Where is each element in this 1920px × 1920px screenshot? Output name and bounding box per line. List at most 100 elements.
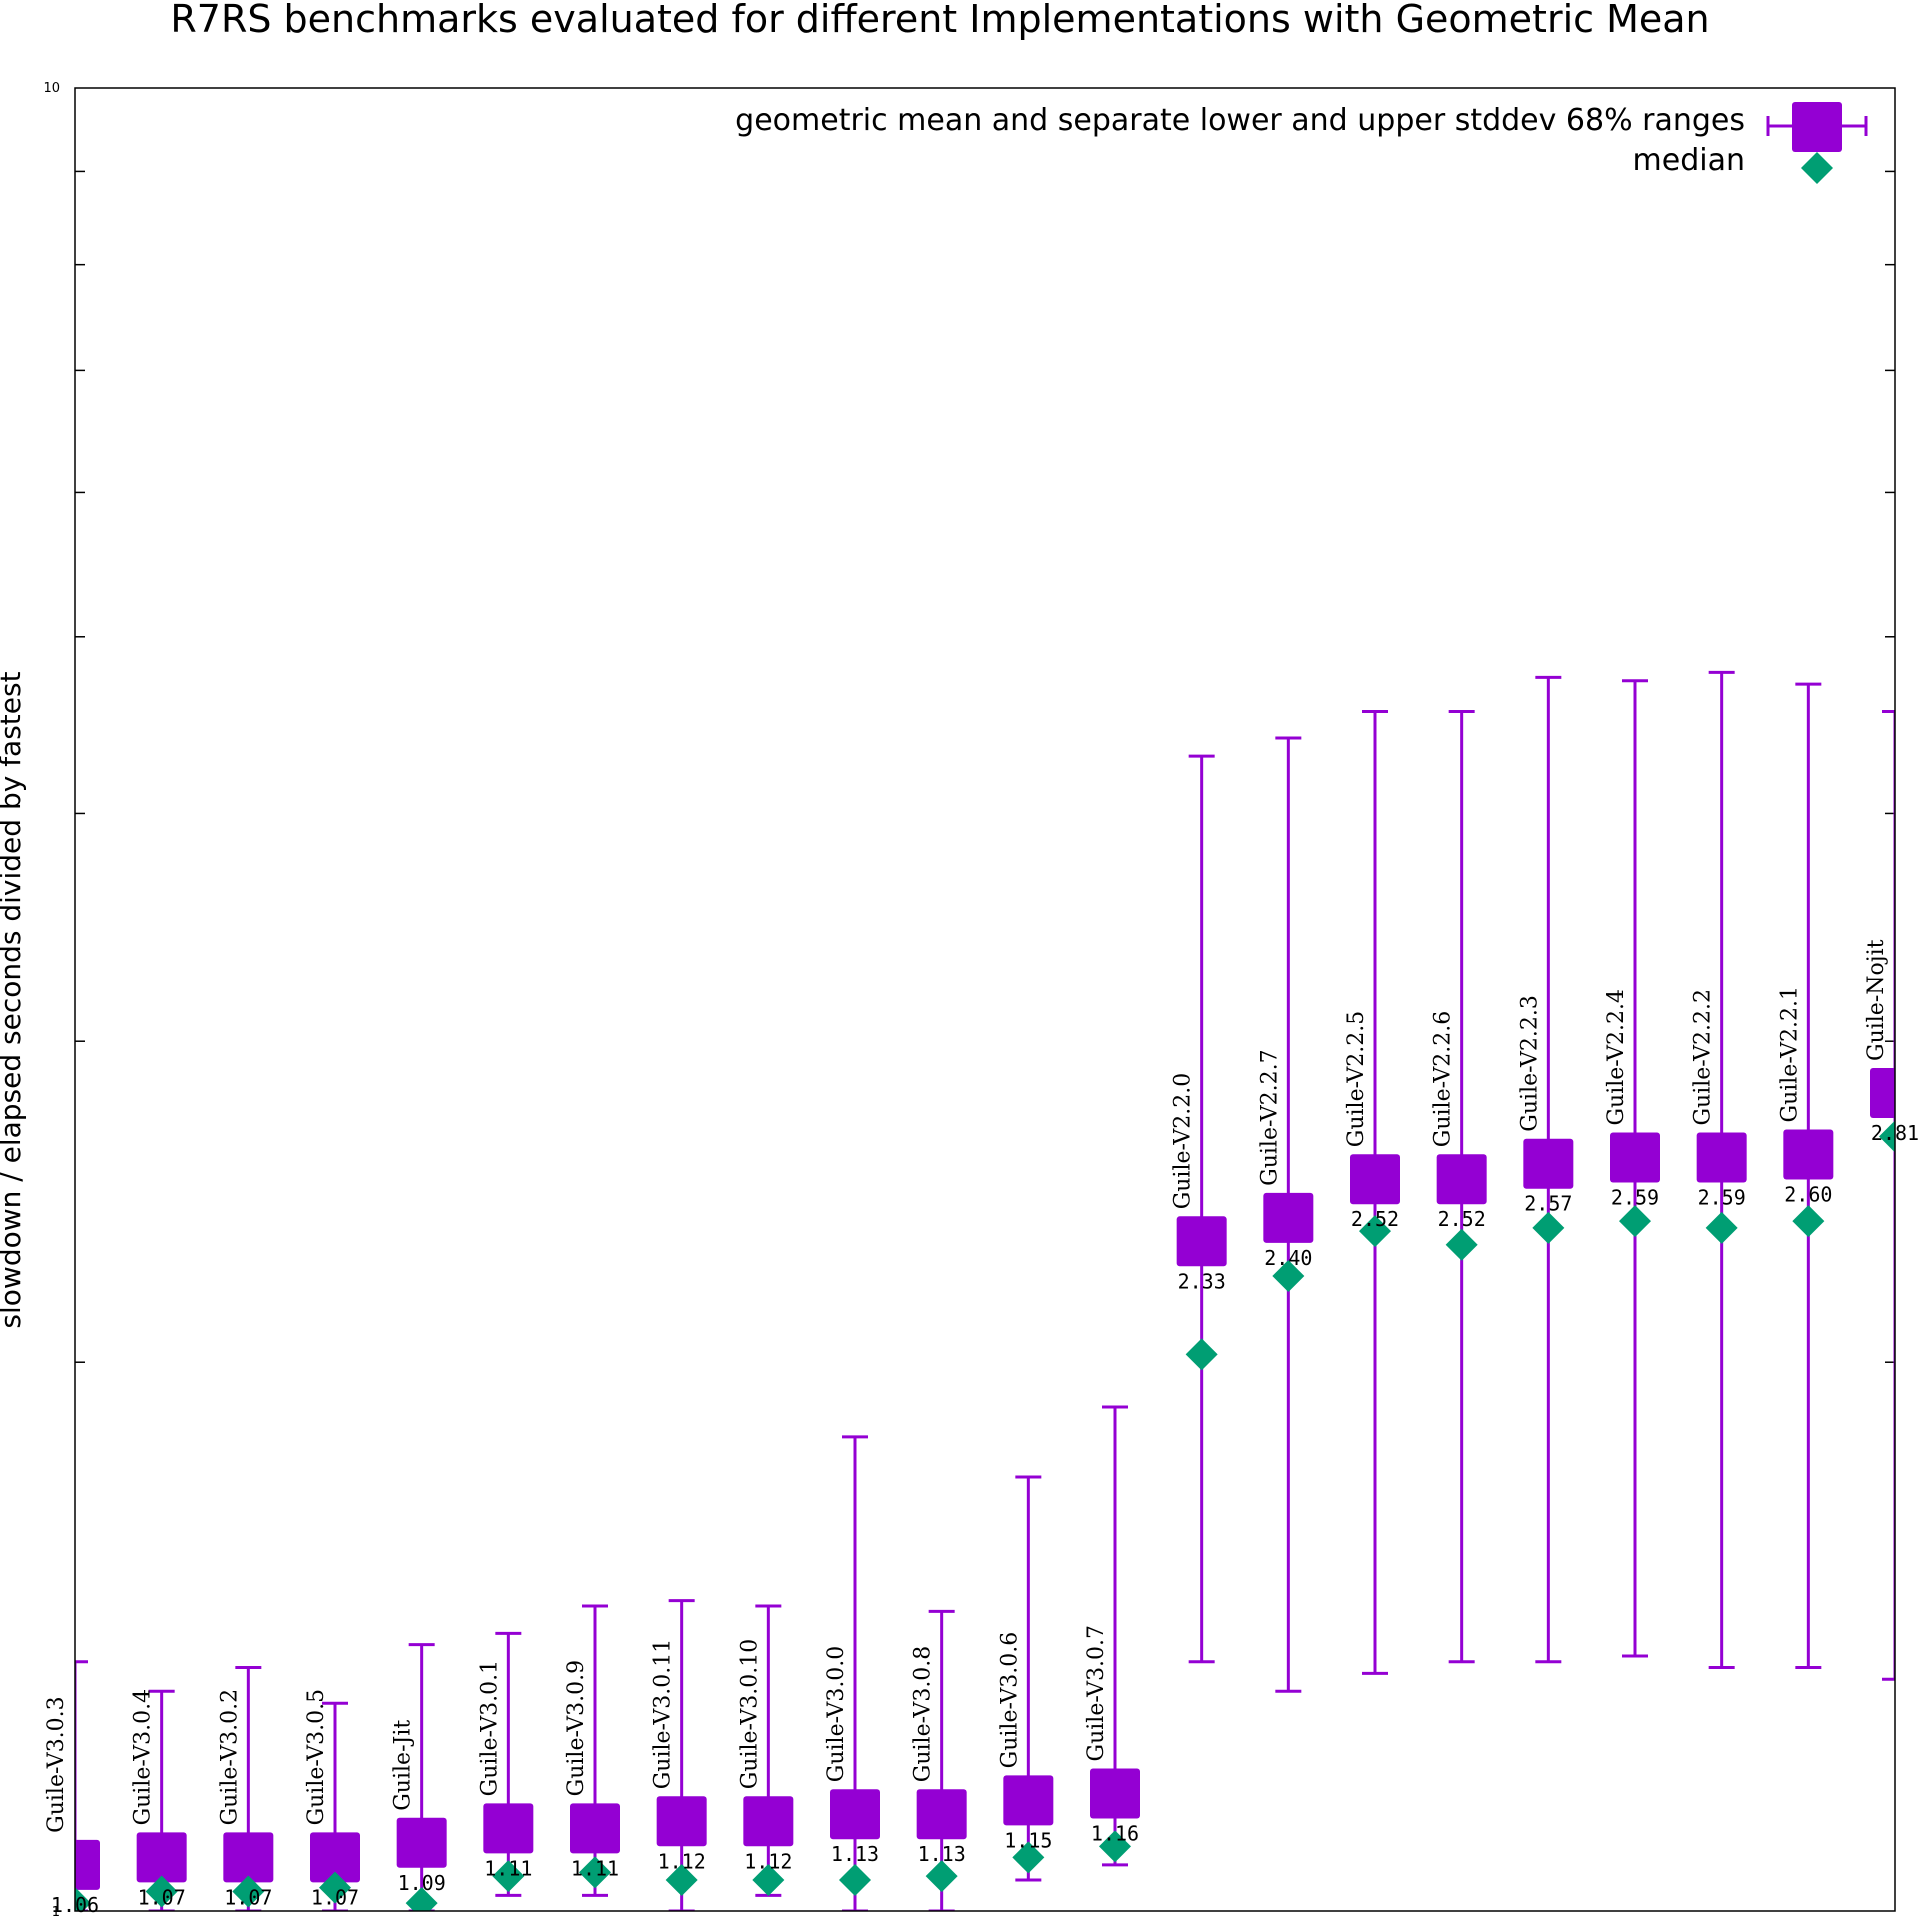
impl-label-Guile-V2.2.7: Guile-V2.2.7 [1257,1049,1282,1186]
impl-label-Guile-V3.0.6: Guile-V3.0.6 [997,1632,1022,1769]
legend-median-marker [1801,152,1833,184]
value-label-Guile-V3.0.2: 1.07 [224,1885,272,1909]
mean-marker-Guile-V3.0.7 [1090,1768,1140,1819]
mean-marker-Guile-V3.0.2 [223,1832,274,1883]
value-label-Guile-V2.2.6: 2.52 [1438,1207,1486,1231]
value-label-Guile-V3.0.10: 1.12 [744,1849,792,1873]
plot-area [75,670,1895,1911]
impl-label-Guile-V2.2.4: Guile-V2.2.4 [1604,989,1629,1126]
mean-marker-Guile-V3.0.11 [656,1796,707,1847]
impl-label-Guile-V2.2.1: Guile-V2.2.1 [1777,986,1802,1123]
mean-marker-Guile-V3.0.6 [1003,1775,1054,1826]
mean-marker-Guile-V3.0.0 [830,1789,880,1840]
y-axis-label: slowdown / elapsed seconds divided by fa… [0,671,27,1328]
median-marker-Guile-Nojit [1879,1120,1895,1153]
impl-label-Guile-V2.2.6: Guile-V2.2.6 [1431,1011,1456,1148]
value-label-Guile-V2.2.2: 2.59 [1698,1186,1746,1210]
median-marker-Guile-V3.0.10 [752,1863,785,1896]
mean-marker-Guile-V3.0.1 [483,1803,534,1854]
legend-mean-marker [1792,102,1842,152]
median-marker-Guile-V3.0.9 [579,1856,611,1889]
impl-label-Guile-V2.2.2: Guile-V2.2.2 [1691,989,1716,1126]
median-marker-Guile-V3.0.8 [925,1860,958,1893]
impl-label-Guile-Jit: Guile-Jit [391,1720,416,1811]
median-marker-Guile-V3.0.7 [1099,1830,1131,1863]
median-marker-Guile-V2.2.4 [1619,1205,1651,1238]
impl-label-Guile-V3.0.3: Guile-V3.0.3 [44,1696,69,1833]
value-label-Guile-V3.0.5: 1.07 [311,1885,359,1909]
mean-marker-Guile-V3.0.10 [743,1796,794,1847]
impl-label-Guile-Nojit: Guile-Nojit [1864,939,1889,1061]
value-label-Guile-V3.0.6: 1.15 [1004,1828,1052,1852]
value-label-Guile-V2.2.3: 2.57 [1524,1192,1572,1216]
median-marker-Guile-V3.0.0 [839,1863,871,1896]
value-label-Guile-V3.0.0: 1.13 [831,1842,879,1866]
value-label-Guile-V2.2.0: 2.33 [1178,1269,1226,1293]
chart-title: R7RS benchmarks evaluated for different … [170,0,1709,41]
plot-labels: Guile-V3.0.31.06Guile-V3.0.41.07Guile-V3… [44,939,1919,1916]
median-marker-Guile-V2.2.1 [1792,1205,1825,1238]
value-label-Guile-V2.2.4: 2.59 [1611,1186,1659,1210]
plot-frame [74,87,1896,1912]
impl-label-Guile-V3.0.0: Guile-V3.0.0 [824,1646,849,1783]
plot-series: Guile-V3.0.31.06Guile-V3.0.41.07Guile-V3… [44,670,1919,1917]
mean-marker-Guile-V2.2.6 [1436,1154,1487,1205]
value-label-Guile-V2.2.7: 2.40 [1264,1246,1312,1270]
impl-label-Guile-V3.0.9: Guile-V3.0.9 [564,1660,589,1797]
median-marker-Guile-V3.0.1 [492,1860,525,1893]
mean-marker-Guile-V2.2.0 [1176,1216,1227,1267]
median-marker-Guile-V2.2.5 [1359,1215,1391,1248]
mean-marker-Guile-V2.2.1 [1783,1129,1834,1180]
median-marker-Guile-V2.2.7 [1272,1260,1305,1293]
median-marker-Guile-V3.0.2 [232,1875,265,1908]
value-label-Guile-V3.0.1: 1.11 [484,1856,532,1880]
impl-label-Guile-V3.0.10: Guile-V3.0.10 [737,1639,762,1790]
legend-median-label: median [1633,143,1745,178]
impl-label-Guile-V3.0.4: Guile-V3.0.4 [131,1689,156,1826]
mean-marker-Guile-V2.2.7 [1263,1192,1314,1243]
median-marker-Guile-V2.2.2 [1705,1211,1738,1244]
median-marker-Guile-V3.0.6 [1012,1841,1045,1874]
mean-marker-Guile-V3.0.9 [570,1803,620,1854]
mean-marker-Guile-V3.0.5 [310,1832,360,1883]
mean-marker-Guile-V3.0.4 [136,1832,187,1883]
mean-marker-Guile-V2.2.5 [1350,1154,1400,1205]
legend: geometric mean and separate lower and up… [735,102,1868,184]
impl-label-Guile-V3.0.1: Guile-V3.0.1 [477,1660,502,1797]
y-tick-label-top: 10 [43,81,60,96]
legend-mean-label: geometric mean and separate lower and up… [735,103,1745,138]
median-marker-Guile-V2.2.0 [1185,1338,1218,1371]
impl-label-Guile-V2.2.0: Guile-V2.2.0 [1171,1073,1196,1210]
value-label-Guile-V3.0.8: 1.13 [918,1842,966,1866]
mean-marker-Guile-V2.2.3 [1523,1138,1574,1189]
impl-label-Guile-V3.0.2: Guile-V3.0.2 [217,1689,242,1826]
value-label-Guile-Jit: 1.09 [398,1871,446,1895]
mean-marker-Guile-V2.2.4 [1610,1132,1660,1183]
median-marker-Guile-V3.0.3 [75,1887,91,1911]
mean-marker-Guile-V3.0.3 [75,1839,100,1890]
mean-marker-Guile-V2.2.2 [1696,1132,1747,1183]
mean-marker-Guile-Jit [396,1817,447,1868]
median-marker-Guile-V3.0.5 [319,1871,351,1904]
value-label-Guile-V3.0.7: 1.16 [1091,1821,1139,1845]
mean-marker-Guile-Nojit [1870,1068,1895,1119]
median-marker-Guile-V2.2.3 [1532,1211,1565,1244]
mean-marker-Guile-V3.0.8 [916,1789,967,1840]
impl-label-Guile-V3.0.8: Guile-V3.0.8 [911,1646,936,1783]
y-tick-label-bottom: 1 [52,1905,60,1920]
impl-label-Guile-V3.0.5: Guile-V3.0.5 [304,1689,329,1826]
impl-label-Guile-V2.2.3: Guile-V2.2.3 [1517,995,1542,1132]
median-marker-Guile-V3.0.4 [145,1875,178,1908]
value-label-Guile-V3.0.11: 1.12 [658,1849,706,1873]
value-label-Guile-V2.2.5: 2.52 [1351,1207,1399,1231]
impl-label-Guile-V3.0.11: Guile-V3.0.11 [651,1639,676,1790]
value-label-Guile-V3.0.9: 1.11 [571,1856,619,1880]
value-label-Guile-V3.0.4: 1.07 [138,1885,186,1909]
y-axis-ticks [75,170,1895,1363]
impl-label-Guile-V3.0.7: Guile-V3.0.7 [1084,1625,1109,1762]
median-marker-Guile-Jit [405,1887,438,1911]
impl-label-Guile-V2.2.5: Guile-V2.2.5 [1344,1011,1369,1148]
value-label-Guile-V2.2.1: 2.60 [1784,1183,1832,1207]
